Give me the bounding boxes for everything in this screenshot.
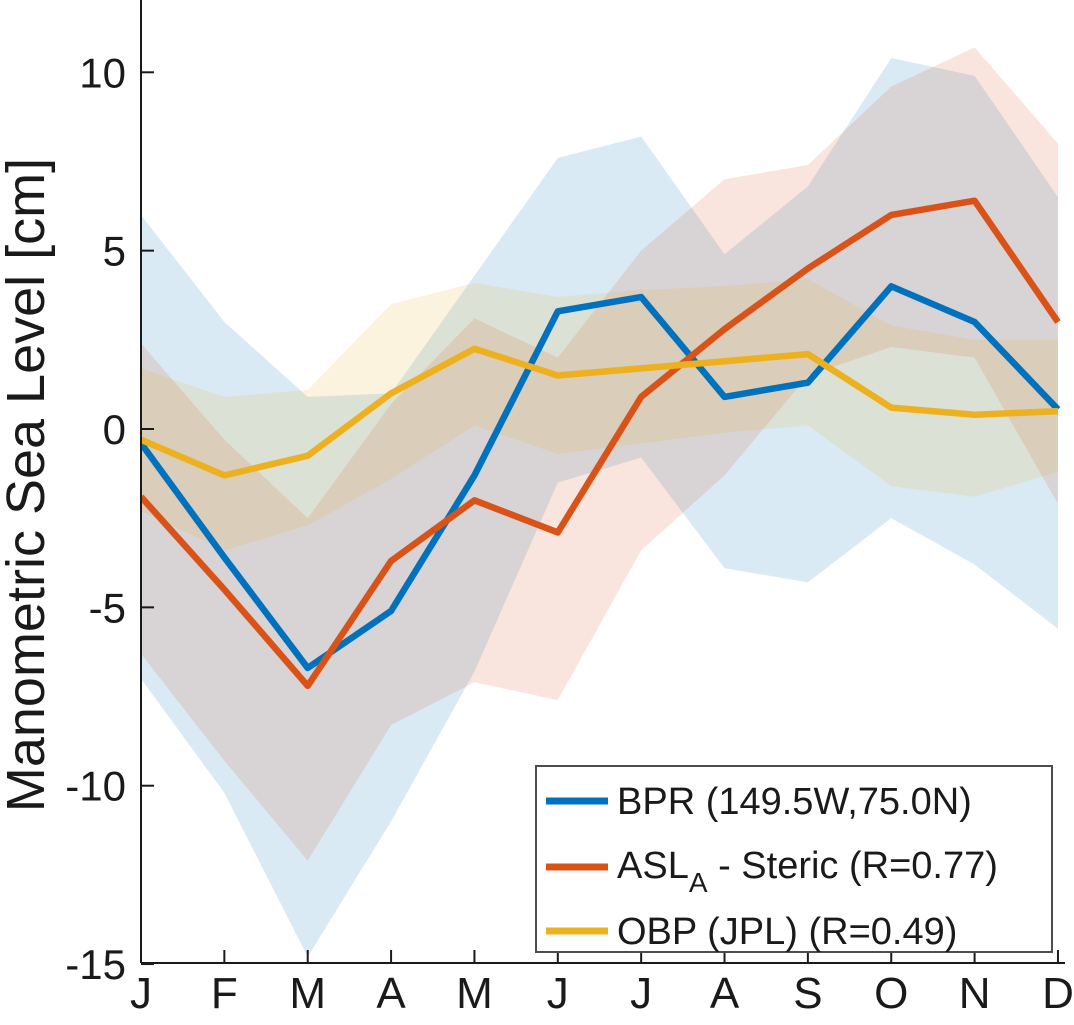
legend-label-asl: ASLA - Steric (R=0.77) xyxy=(617,845,998,898)
obp-line xyxy=(141,345,1059,479)
x-tick-label-6: J xyxy=(630,969,652,1018)
x-tick-label-8: S xyxy=(793,969,822,1018)
legend-label-asl-subscript: A xyxy=(689,867,708,898)
obp-confidence-band xyxy=(141,279,1058,551)
x-tick-label-0: J xyxy=(130,969,152,1018)
legend-label-obp: OBP (JPL) (R=0.49) xyxy=(617,911,957,953)
legend-label-bpr: BPR (149.5W,75.0N) xyxy=(617,781,972,823)
y-tick-label--15: -15 xyxy=(65,941,126,988)
asl_a-confidence-band xyxy=(141,47,1058,861)
x-tick-label-2: M xyxy=(289,969,326,1018)
confidence-bands xyxy=(141,47,1058,957)
x-tick-label-5: J xyxy=(547,969,569,1018)
legend-label-asl-rest: - Steric (R=0.77) xyxy=(708,845,998,887)
x-tick-label-3: A xyxy=(376,969,406,1018)
x-tick-label-1: F xyxy=(211,969,238,1018)
y-axis-label: Manometric Sea Level [cm] xyxy=(0,158,56,812)
x-tick-label-9: O xyxy=(874,969,908,1018)
axes: 10 5 0 -5 -10 -15 J F M A M J J A S O N D xyxy=(65,0,1074,1018)
legend-box xyxy=(535,765,1053,953)
legend: BPR (149.5W,75.0N) ASLA - Steric (R=0.77… xyxy=(535,765,1053,953)
x-tick-label-4: M xyxy=(456,969,493,1018)
x-tick-label-11: D xyxy=(1042,969,1074,1018)
y-tick-label-5: 5 xyxy=(103,228,126,275)
legend-label-bpr-text: BPR (149.5W,75.0N) xyxy=(617,781,972,823)
x-tick-label-7: A xyxy=(710,969,740,1018)
y-tick-label--5: -5 xyxy=(89,584,126,631)
legend-label-obp-text: OBP (JPL) (R=0.49) xyxy=(617,911,957,953)
asl_a-line xyxy=(141,197,1061,690)
x-tick-label-10: N xyxy=(959,969,991,1018)
bpr-line xyxy=(141,283,1061,672)
legend-label-asl-main: ASL xyxy=(617,845,689,887)
bpr-confidence-band xyxy=(141,58,1058,957)
y-tick-label-10: 10 xyxy=(79,49,126,96)
y-ticks: 10 5 0 -5 -10 -15 xyxy=(65,49,154,988)
y-tick-label-0: 0 xyxy=(103,406,126,453)
y-tick-label--10: -10 xyxy=(65,763,126,810)
data-lines xyxy=(141,197,1061,690)
